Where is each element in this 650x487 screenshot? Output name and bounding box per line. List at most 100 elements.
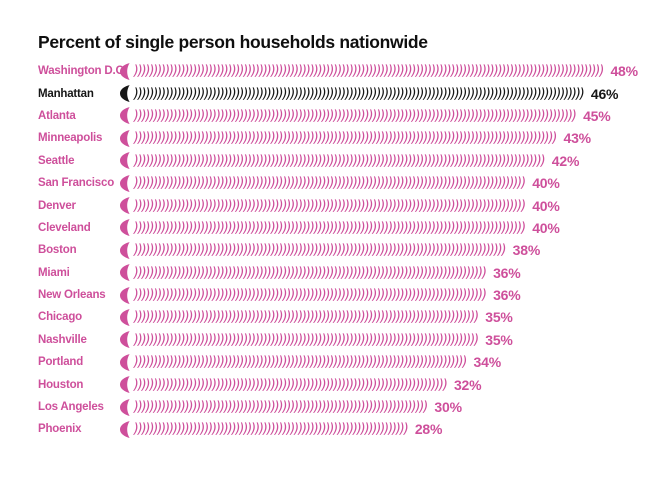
chart-row: Seattle)))))))))))))))))))))))))))))))))…: [38, 150, 638, 172]
chart-row: New Orleans)))))))))))))))))))))))))))))…: [38, 284, 638, 306]
bar-strokes: ))))))))))))))))))))))))))))))))))))))))…: [131, 63, 604, 80]
city-label: Seattle: [38, 154, 75, 167]
bar-cap-icon: [120, 331, 130, 349]
value-label: 34%: [473, 354, 502, 371]
bar-cap-icon: [120, 264, 130, 282]
chart-row: Portland))))))))))))))))))))))))))))))))…: [38, 351, 638, 373]
bar-cap-icon: [120, 420, 130, 438]
bar-cap-icon: [120, 174, 130, 192]
chart-row: Cleveland)))))))))))))))))))))))))))))))…: [38, 217, 638, 239]
bar: ))))))))))))))))))))))))))))))))))))))))…: [120, 152, 580, 170]
bar: ))))))))))))))))))))))))))))))))))))))))…: [120, 107, 611, 125]
bar-strokes: ))))))))))))))))))))))))))))))))))))))))…: [131, 107, 577, 124]
city-label: Denver: [38, 199, 76, 212]
bar: ))))))))))))))))))))))))))))))))))))))))…: [120, 308, 513, 326]
chart-row: Minneapolis)))))))))))))))))))))))))))))…: [38, 127, 638, 149]
value-label: 28%: [414, 421, 443, 438]
value-label: 35%: [485, 331, 513, 348]
bar-strokes: ))))))))))))))))))))))))))))))))))))))))…: [131, 376, 448, 393]
bar-cap-icon: [120, 107, 130, 125]
bar-strokes: ))))))))))))))))))))))))))))))))))))))))…: [131, 264, 487, 281]
chart-row: Atlanta)))))))))))))))))))))))))))))))))…: [38, 105, 638, 127]
bar: ))))))))))))))))))))))))))))))))))))))))…: [120, 398, 462, 416]
value-label: 40%: [532, 219, 560, 236]
bar-strokes: ))))))))))))))))))))))))))))))))))))))))…: [131, 421, 409, 438]
bar-cap-icon: [120, 286, 130, 304]
bar: ))))))))))))))))))))))))))))))))))))))))…: [120, 62, 638, 80]
value-label: 40%: [532, 197, 560, 214]
bar: ))))))))))))))))))))))))))))))))))))))))…: [120, 376, 482, 394]
city-label: Los Angeles: [38, 401, 104, 414]
bar: ))))))))))))))))))))))))))))))))))))))))…: [120, 331, 513, 349]
value-label: 35%: [485, 309, 513, 326]
chart-row: Denver))))))))))))))))))))))))))))))))))…: [38, 194, 638, 216]
city-label: Portland: [38, 356, 84, 369]
bar-strokes: ))))))))))))))))))))))))))))))))))))))))…: [131, 331, 479, 348]
bar-strokes: ))))))))))))))))))))))))))))))))))))))))…: [131, 242, 507, 259]
bar-strokes: ))))))))))))))))))))))))))))))))))))))))…: [131, 152, 546, 169]
bar-cap-icon: [120, 62, 130, 80]
city-label: Nashville: [38, 333, 87, 346]
value-label: 36%: [493, 287, 521, 304]
bar-cap-icon: [120, 308, 130, 326]
bar-strokes: ))))))))))))))))))))))))))))))))))))))))…: [131, 175, 526, 192]
bar-cap-icon: [120, 85, 130, 103]
city-label: Washington D.C.: [38, 65, 127, 78]
value-label: 43%: [563, 130, 592, 147]
city-label: Cleveland: [38, 221, 91, 234]
chart-row: Los Angeles)))))))))))))))))))))))))))))…: [38, 396, 638, 418]
bar-strokes: ))))))))))))))))))))))))))))))))))))))))…: [131, 309, 479, 326]
bar: ))))))))))))))))))))))))))))))))))))))))…: [120, 353, 502, 371]
bar-strokes: ))))))))))))))))))))))))))))))))))))))))…: [131, 354, 467, 371]
city-label: Boston: [38, 244, 77, 257]
bar: ))))))))))))))))))))))))))))))))))))))))…: [120, 420, 443, 438]
city-label: Miami: [38, 266, 70, 279]
bar-cap-icon: [120, 219, 130, 237]
value-label: 36%: [493, 264, 521, 281]
city-label: Minneapolis: [38, 132, 103, 145]
bar: ))))))))))))))))))))))))))))))))))))))))…: [120, 129, 592, 147]
value-label: 45%: [583, 107, 611, 124]
bar-cap-icon: [120, 241, 130, 259]
bar: ))))))))))))))))))))))))))))))))))))))))…: [120, 286, 521, 304]
bar-strokes: ))))))))))))))))))))))))))))))))))))))))…: [131, 197, 526, 214]
bar: ))))))))))))))))))))))))))))))))))))))))…: [120, 219, 560, 237]
chart-row: Chicago)))))))))))))))))))))))))))))))))…: [38, 306, 638, 328]
value-label: 48%: [610, 63, 638, 80]
chart-row: San Francisco)))))))))))))))))))))))))))…: [38, 172, 638, 194]
value-label: 38%: [512, 242, 541, 259]
value-label: 46%: [590, 85, 619, 102]
bar-cap-icon: [120, 353, 130, 371]
bar-strokes: ))))))))))))))))))))))))))))))))))))))))…: [131, 399, 428, 416]
bar: ))))))))))))))))))))))))))))))))))))))))…: [120, 241, 541, 259]
bar-cap-icon: [120, 152, 130, 170]
chart-title: Percent of single person households nati…: [38, 31, 428, 52]
bar-cap-icon: [120, 376, 130, 394]
city-label: Phoenix: [38, 423, 82, 436]
city-label: Manhattan: [38, 87, 94, 100]
chart-row: Manhattan)))))))))))))))))))))))))))))))…: [38, 82, 638, 104]
city-label: Atlanta: [38, 109, 76, 122]
bar-strokes: ))))))))))))))))))))))))))))))))))))))))…: [131, 219, 526, 236]
chart-row: Houston)))))))))))))))))))))))))))))))))…: [38, 373, 638, 395]
bar: ))))))))))))))))))))))))))))))))))))))))…: [120, 197, 560, 215]
chart-row: Nashville)))))))))))))))))))))))))))))))…: [38, 329, 638, 351]
bar-cap-icon: [120, 129, 130, 147]
value-label: 32%: [453, 376, 482, 393]
bar: ))))))))))))))))))))))))))))))))))))))))…: [120, 174, 560, 192]
chart-row: Miami)))))))))))))))))))))))))))))))))))…: [38, 262, 638, 284]
bar-strokes: ))))))))))))))))))))))))))))))))))))))))…: [131, 85, 585, 102]
city-label: Houston: [38, 378, 84, 391]
city-label: New Orleans: [38, 289, 106, 302]
bar-strokes: ))))))))))))))))))))))))))))))))))))))))…: [131, 287, 487, 304]
chart-row: Boston))))))))))))))))))))))))))))))))))…: [38, 239, 638, 261]
bar-strokes: ))))))))))))))))))))))))))))))))))))))))…: [131, 130, 557, 147]
chart-row: Washington D.C.)))))))))))))))))))))))))…: [38, 60, 638, 82]
value-label: 30%: [434, 399, 462, 416]
chart-row: Phoenix)))))))))))))))))))))))))))))))))…: [38, 418, 638, 440]
city-label: Chicago: [38, 311, 82, 324]
value-label: 40%: [532, 175, 560, 192]
bar-cap-icon: [120, 197, 130, 215]
bar: ))))))))))))))))))))))))))))))))))))))))…: [120, 264, 521, 282]
value-label: 42%: [551, 152, 580, 169]
